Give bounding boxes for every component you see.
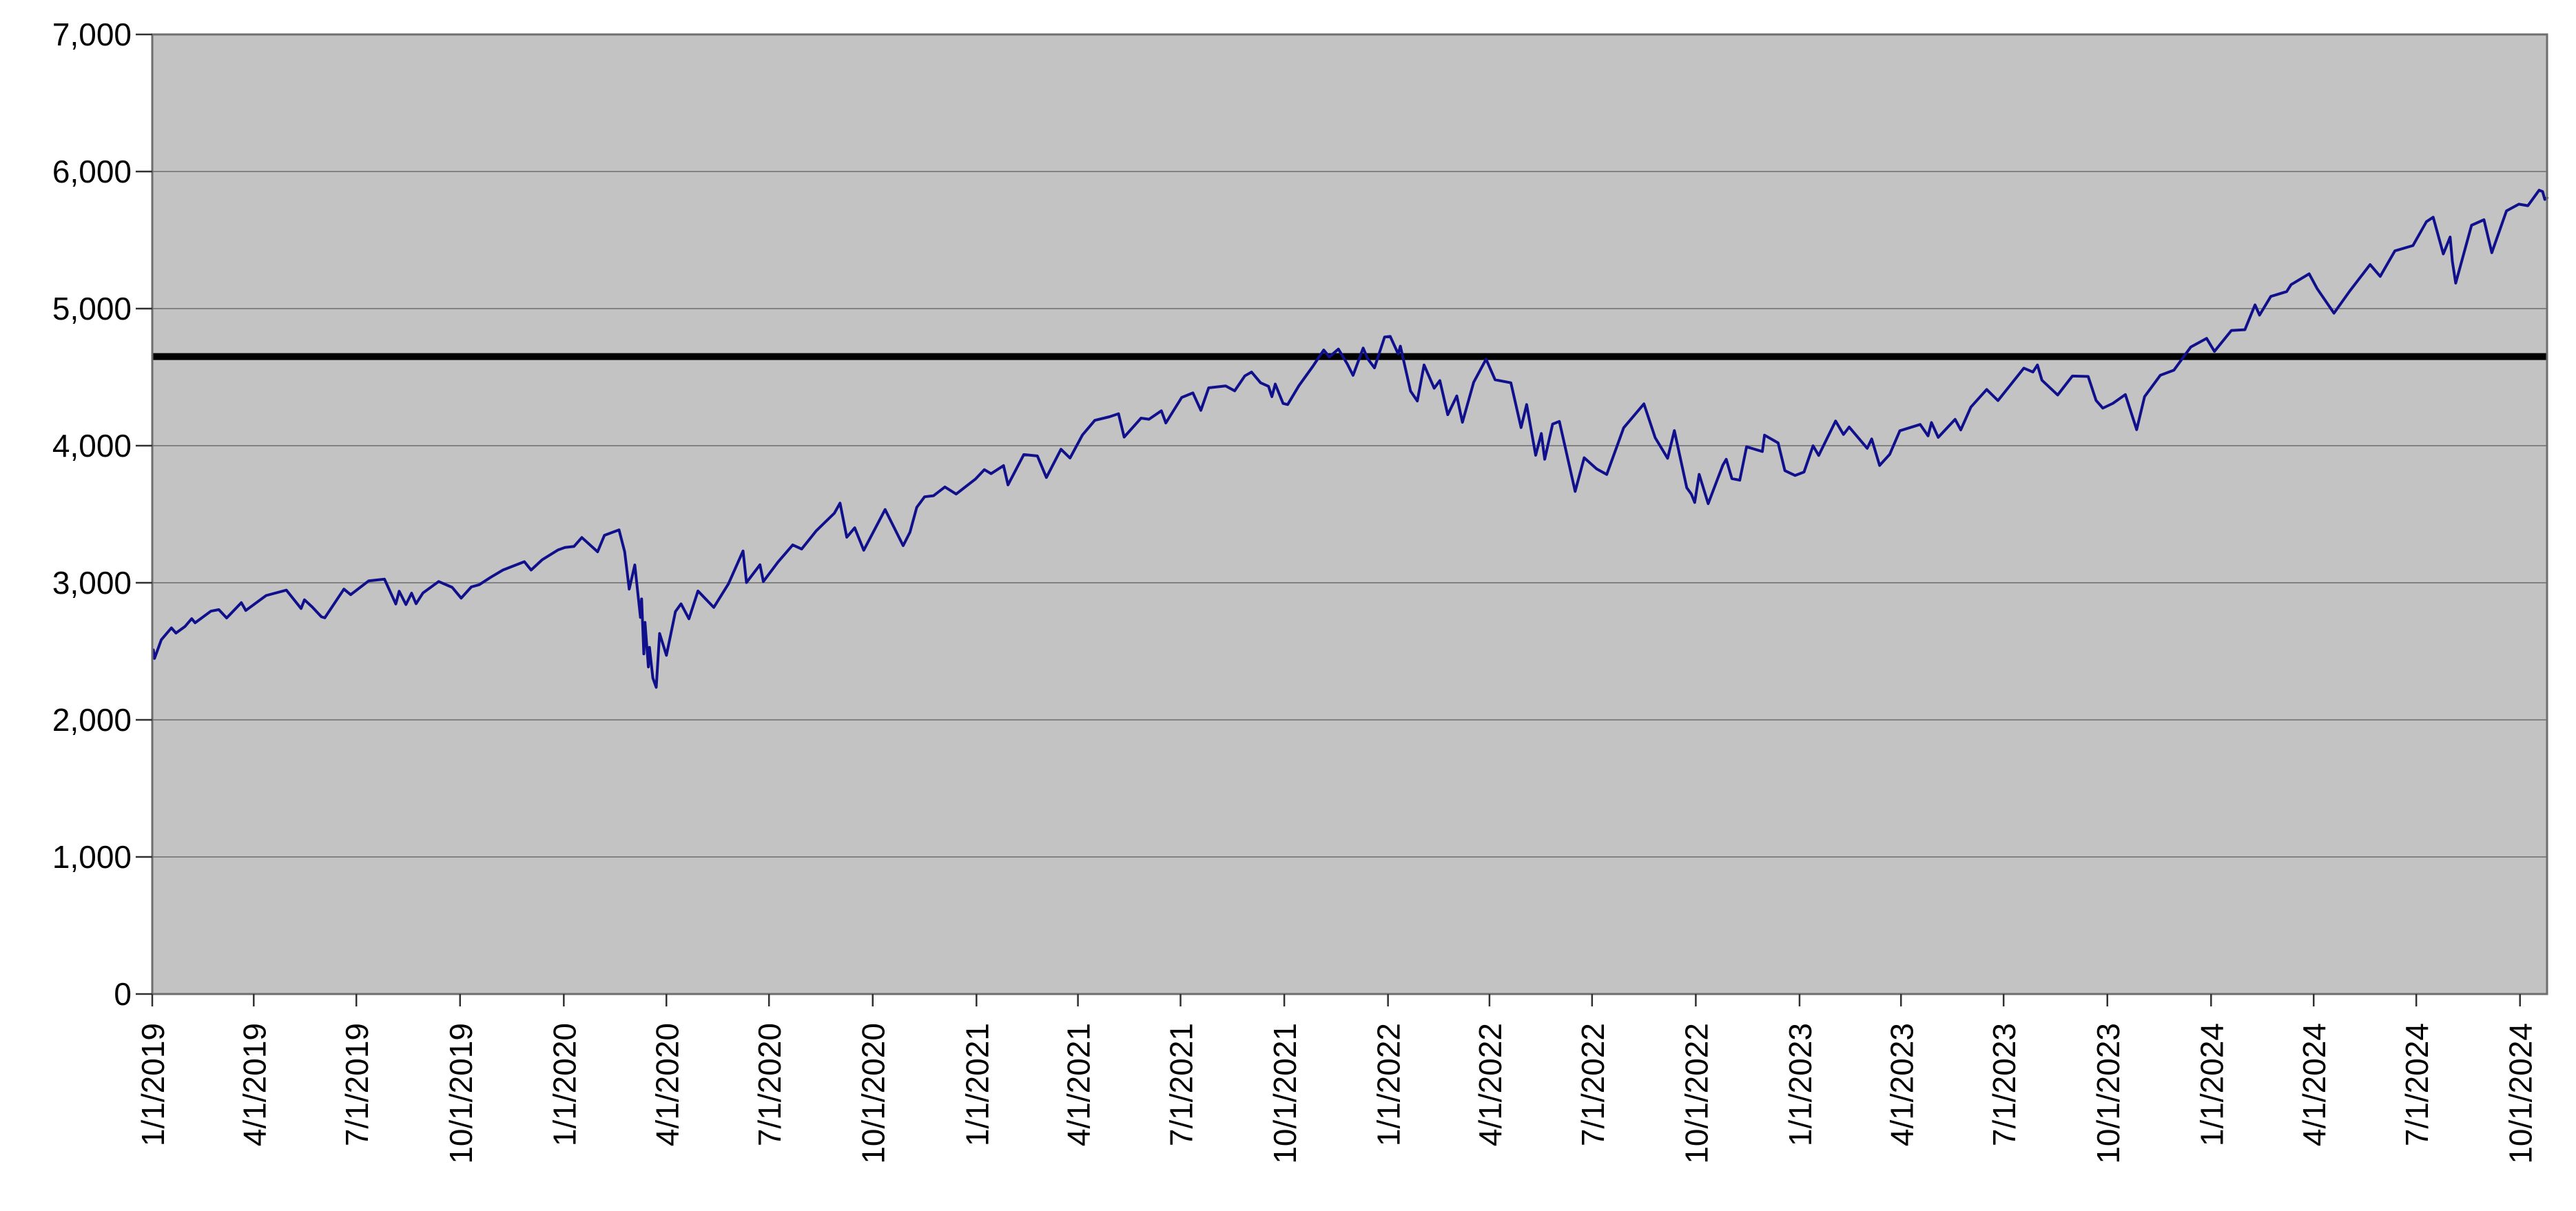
plot-border [151,33,2548,995]
x-axis-tick-label: 4/1/2021 [1061,1023,1097,1146]
x-axis-tick-label: 10/1/2019 [443,1023,479,1164]
x-axis-tick-label: 10/1/2022 [1678,1023,1714,1164]
data-series-line [152,189,2548,689]
x-axis-tick-label: 10/1/2020 [856,1023,892,1164]
x-axis-tick-label: 1/1/2019 [135,1023,171,1146]
x-axis-tick-label: 10/1/2021 [1267,1023,1303,1164]
x-axis-tick-label: 10/1/2024 [2503,1023,2539,1164]
y-axis-tick-label: 6,000 [52,154,132,189]
x-axis-tick-label: 1/1/2020 [546,1023,582,1146]
y-axis-tick-label: 7,000 [52,17,132,52]
x-axis-tick-label: 4/1/2022 [1472,1023,1508,1146]
x-axis-tick-label: 7/1/2024 [2399,1023,2435,1146]
x-axis-tick-label: 7/1/2022 [1575,1023,1611,1146]
x-axis-tick-label: 7/1/2019 [339,1023,375,1146]
y-axis-tick-label: 2,000 [52,702,132,738]
x-axis-tick-label: 1/1/2021 [959,1023,995,1146]
y-axis-tick-label: 3,000 [52,565,132,601]
x-axis-tick-label: 10/1/2023 [2090,1023,2126,1164]
x-axis-tick-label: 1/1/2024 [2194,1023,2229,1146]
y-axis-tick-label: 1,000 [52,839,132,875]
x-axis-tick-label: 4/1/2023 [1884,1023,1919,1146]
x-axis-tick-label: 1/1/2023 [1782,1023,1818,1146]
y-axis-tick-label: 5,000 [52,291,132,327]
x-axis-tick-label: 4/1/2024 [2296,1023,2332,1146]
x-axis-tick-label: 7/1/2023 [1986,1023,2022,1146]
y-axis-tick-label: 4,000 [52,428,132,464]
x-axis-tick-label: 7/1/2020 [752,1023,787,1146]
plot-area-background [152,34,2547,994]
x-axis-tick-label: 1/1/2022 [1371,1023,1407,1146]
x-axis-tick-label: 7/1/2021 [1164,1023,1199,1146]
x-axis-tick-label: 4/1/2020 [649,1023,685,1146]
x-axis-tick-label: 4/1/2019 [236,1023,272,1146]
y-axis-tick-label: 0 [114,976,132,1012]
